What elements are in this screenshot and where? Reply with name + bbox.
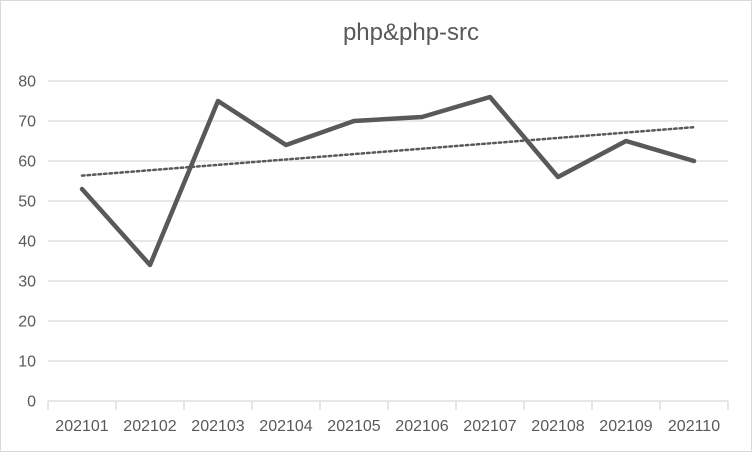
- x-tick-label: 202105: [327, 418, 380, 435]
- x-tick-label: 202103: [191, 418, 244, 435]
- x-tick-label: 202110: [668, 418, 720, 435]
- chart-title: php&php-src: [342, 19, 480, 46]
- y-tick-label: 20: [18, 314, 36, 331]
- trendline: [80, 125, 696, 177]
- y-tick-label: 30: [18, 274, 36, 291]
- x-tick-label: 202107: [463, 418, 516, 435]
- x-tick-label: 202106: [395, 418, 448, 435]
- y-tick-label: 50: [18, 194, 36, 211]
- x-tick-label: 202104: [259, 418, 312, 435]
- x-tick-label: 202101: [55, 418, 108, 435]
- y-tick-label: 80: [18, 74, 36, 91]
- x-tick-label: 202109: [599, 418, 652, 435]
- y-tick-label: 60: [18, 154, 36, 171]
- x-tick-label: 202102: [123, 418, 176, 435]
- series-line: [79, 94, 697, 268]
- x-tick-label: 202108: [531, 418, 584, 435]
- y-tick-label: 0: [27, 394, 36, 411]
- y-tick-label: 40: [18, 234, 36, 251]
- y-tick-label: 70: [18, 114, 36, 131]
- y-tick-label: 10: [18, 354, 36, 371]
